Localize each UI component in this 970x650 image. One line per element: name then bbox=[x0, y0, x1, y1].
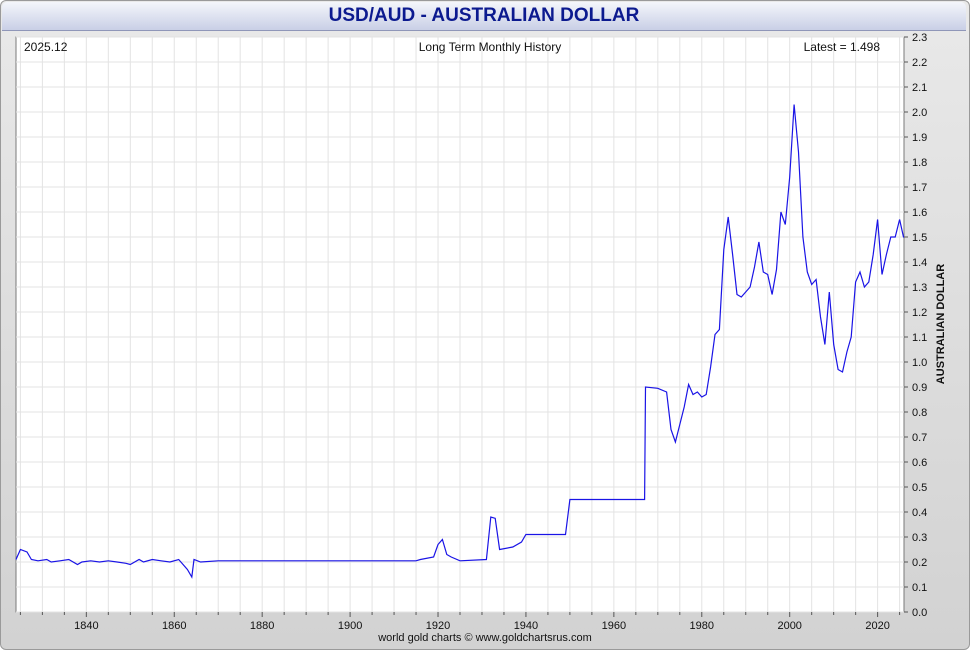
y-tick-label: 1.8 bbox=[912, 157, 927, 169]
x-tick-label: 1980 bbox=[690, 620, 714, 632]
y-tick-label: 1.5 bbox=[912, 232, 927, 244]
y-tick-label: 1.7 bbox=[912, 182, 927, 194]
footer-credit: world gold charts © www.goldchartsrus.co… bbox=[378, 632, 592, 644]
x-tick-label: 2000 bbox=[777, 620, 801, 632]
y-tick-label: 0.5 bbox=[912, 482, 927, 494]
grid bbox=[16, 36, 904, 613]
y-tick-label: 0.9 bbox=[912, 382, 927, 394]
series-line bbox=[15, 104, 905, 579]
y-tick-label: 0.4 bbox=[912, 507, 927, 519]
y-axis: 0.0 0.1 0.2 0.3 0.4 0.5 0.6 0.7 0.8 0.9 1.0 1.1 1.2 1… bbox=[904, 32, 927, 619]
y-tick-label: 1.0 bbox=[912, 357, 927, 369]
y-tick-label: 1.2 bbox=[912, 307, 927, 319]
x-tick-label: 1900 bbox=[338, 620, 362, 632]
x-tick-label: 1840 bbox=[74, 620, 98, 632]
y-tick-label: 0.6 bbox=[912, 457, 927, 469]
header-right: Latest = 1.498 bbox=[804, 40, 881, 54]
y-tick-label: 0.7 bbox=[912, 432, 927, 444]
y-tick-label: 0.3 bbox=[912, 532, 927, 544]
y-tick-label: 2.0 bbox=[912, 107, 927, 119]
x-tick-label: 1960 bbox=[602, 620, 626, 632]
y-tick-label: 1.9 bbox=[912, 132, 927, 144]
x-tick-label: 1860 bbox=[162, 620, 186, 632]
title-bar: USD/AUD - AUSTRALIAN DOLLAR bbox=[2, 2, 966, 31]
y-axis-label: AUSTRALIAN DOLLAR bbox=[935, 264, 947, 384]
x-tick-label: 1940 bbox=[514, 620, 538, 632]
y-tick-label: 0.0 bbox=[912, 607, 927, 619]
y-tick-label: 1.4 bbox=[912, 257, 927, 269]
x-tick-label: 1880 bbox=[250, 620, 274, 632]
y-tick-label: 1.1 bbox=[912, 332, 927, 344]
y-tick-label: 0.8 bbox=[912, 407, 927, 419]
y-tick-label: 2.1 bbox=[912, 82, 927, 94]
y-tick-label: 1.6 bbox=[912, 207, 927, 219]
header-center: Long Term Monthly History bbox=[419, 40, 562, 54]
header-left: 2025.12 bbox=[24, 40, 68, 54]
x-tick-label: 2020 bbox=[865, 620, 889, 632]
y-tick-label: 2.2 bbox=[912, 57, 927, 69]
y-tick-label: 0.2 bbox=[912, 557, 927, 569]
y-tick-label: 2.3 bbox=[912, 32, 927, 44]
x-axis: 1840 1860 1880 1900 1920 1940 1960 1980 2000 2020 bbox=[19, 612, 901, 632]
x-tick-label: 1920 bbox=[426, 620, 450, 632]
y-tick-label: 0.1 bbox=[912, 582, 927, 594]
y-tick-label: 1.3 bbox=[912, 282, 927, 294]
chart-title: USD/AUD - AUSTRALIAN DOLLAR bbox=[328, 5, 640, 26]
